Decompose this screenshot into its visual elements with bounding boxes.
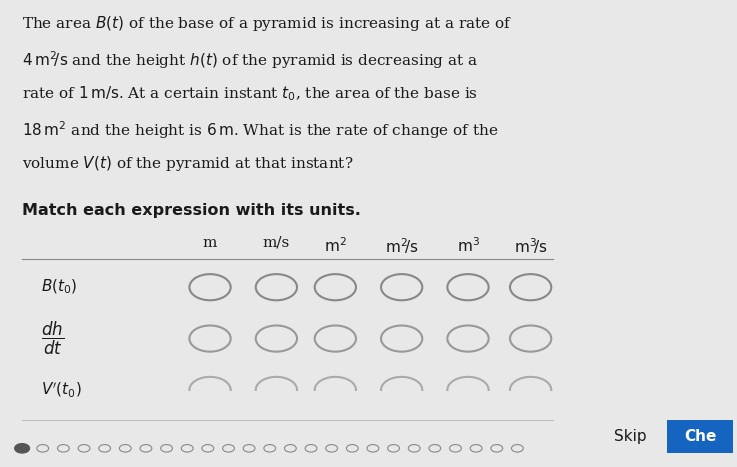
- Circle shape: [256, 274, 297, 300]
- Circle shape: [447, 325, 489, 352]
- Circle shape: [189, 377, 231, 403]
- Circle shape: [447, 377, 489, 403]
- Text: m: m: [203, 236, 217, 250]
- Text: $\mathrm{m}^3\!/\mathrm{s}$: $\mathrm{m}^3\!/\mathrm{s}$: [514, 236, 548, 255]
- Circle shape: [381, 377, 422, 403]
- Circle shape: [510, 377, 551, 403]
- Text: m/s: m/s: [263, 236, 290, 250]
- Circle shape: [315, 274, 356, 300]
- Circle shape: [256, 377, 297, 403]
- Text: $18\,\mathrm{m}^2$ and the height is $6\,\mathrm{m}$. What is the rate of change: $18\,\mathrm{m}^2$ and the height is $6\…: [22, 119, 499, 141]
- Text: $V'(t_0)$: $V'(t_0)$: [41, 381, 81, 399]
- Circle shape: [447, 274, 489, 300]
- Text: volume $V(t)$ of the pyramid at that instant?: volume $V(t)$ of the pyramid at that ins…: [22, 154, 354, 173]
- Text: rate of $1\,\mathrm{m/s}$. At a certain instant $t_0$, the area of the base is: rate of $1\,\mathrm{m/s}$. At a certain …: [22, 84, 478, 103]
- Circle shape: [315, 325, 356, 352]
- Text: $\mathrm{m}^2$: $\mathrm{m}^2$: [324, 236, 346, 255]
- Circle shape: [189, 274, 231, 300]
- Text: $\mathrm{m}^3$: $\mathrm{m}^3$: [456, 236, 480, 255]
- Circle shape: [256, 325, 297, 352]
- Circle shape: [189, 325, 231, 352]
- Circle shape: [315, 377, 356, 403]
- Text: $\dfrac{dh}{dt}$: $\dfrac{dh}{dt}$: [41, 320, 63, 357]
- Text: $4\,\mathrm{m}^2\!/\mathrm{s}$ and the height $h(t)$ of the pyramid is decreasin: $4\,\mathrm{m}^2\!/\mathrm{s}$ and the h…: [22, 49, 478, 71]
- Text: $\mathrm{m}^2\!/\mathrm{s}$: $\mathrm{m}^2\!/\mathrm{s}$: [385, 236, 419, 255]
- Circle shape: [510, 274, 551, 300]
- Circle shape: [381, 274, 422, 300]
- Text: Che: Che: [684, 429, 716, 444]
- Text: Skip: Skip: [614, 429, 646, 444]
- Circle shape: [381, 325, 422, 352]
- Text: $B(t_0)$: $B(t_0)$: [41, 278, 77, 297]
- Circle shape: [510, 325, 551, 352]
- Circle shape: [15, 444, 29, 453]
- Text: The area $B(t)$ of the base of a pyramid is increasing at a rate of: The area $B(t)$ of the base of a pyramid…: [22, 14, 512, 33]
- Text: Match each expression with its units.: Match each expression with its units.: [22, 203, 361, 218]
- FancyBboxPatch shape: [667, 420, 733, 453]
